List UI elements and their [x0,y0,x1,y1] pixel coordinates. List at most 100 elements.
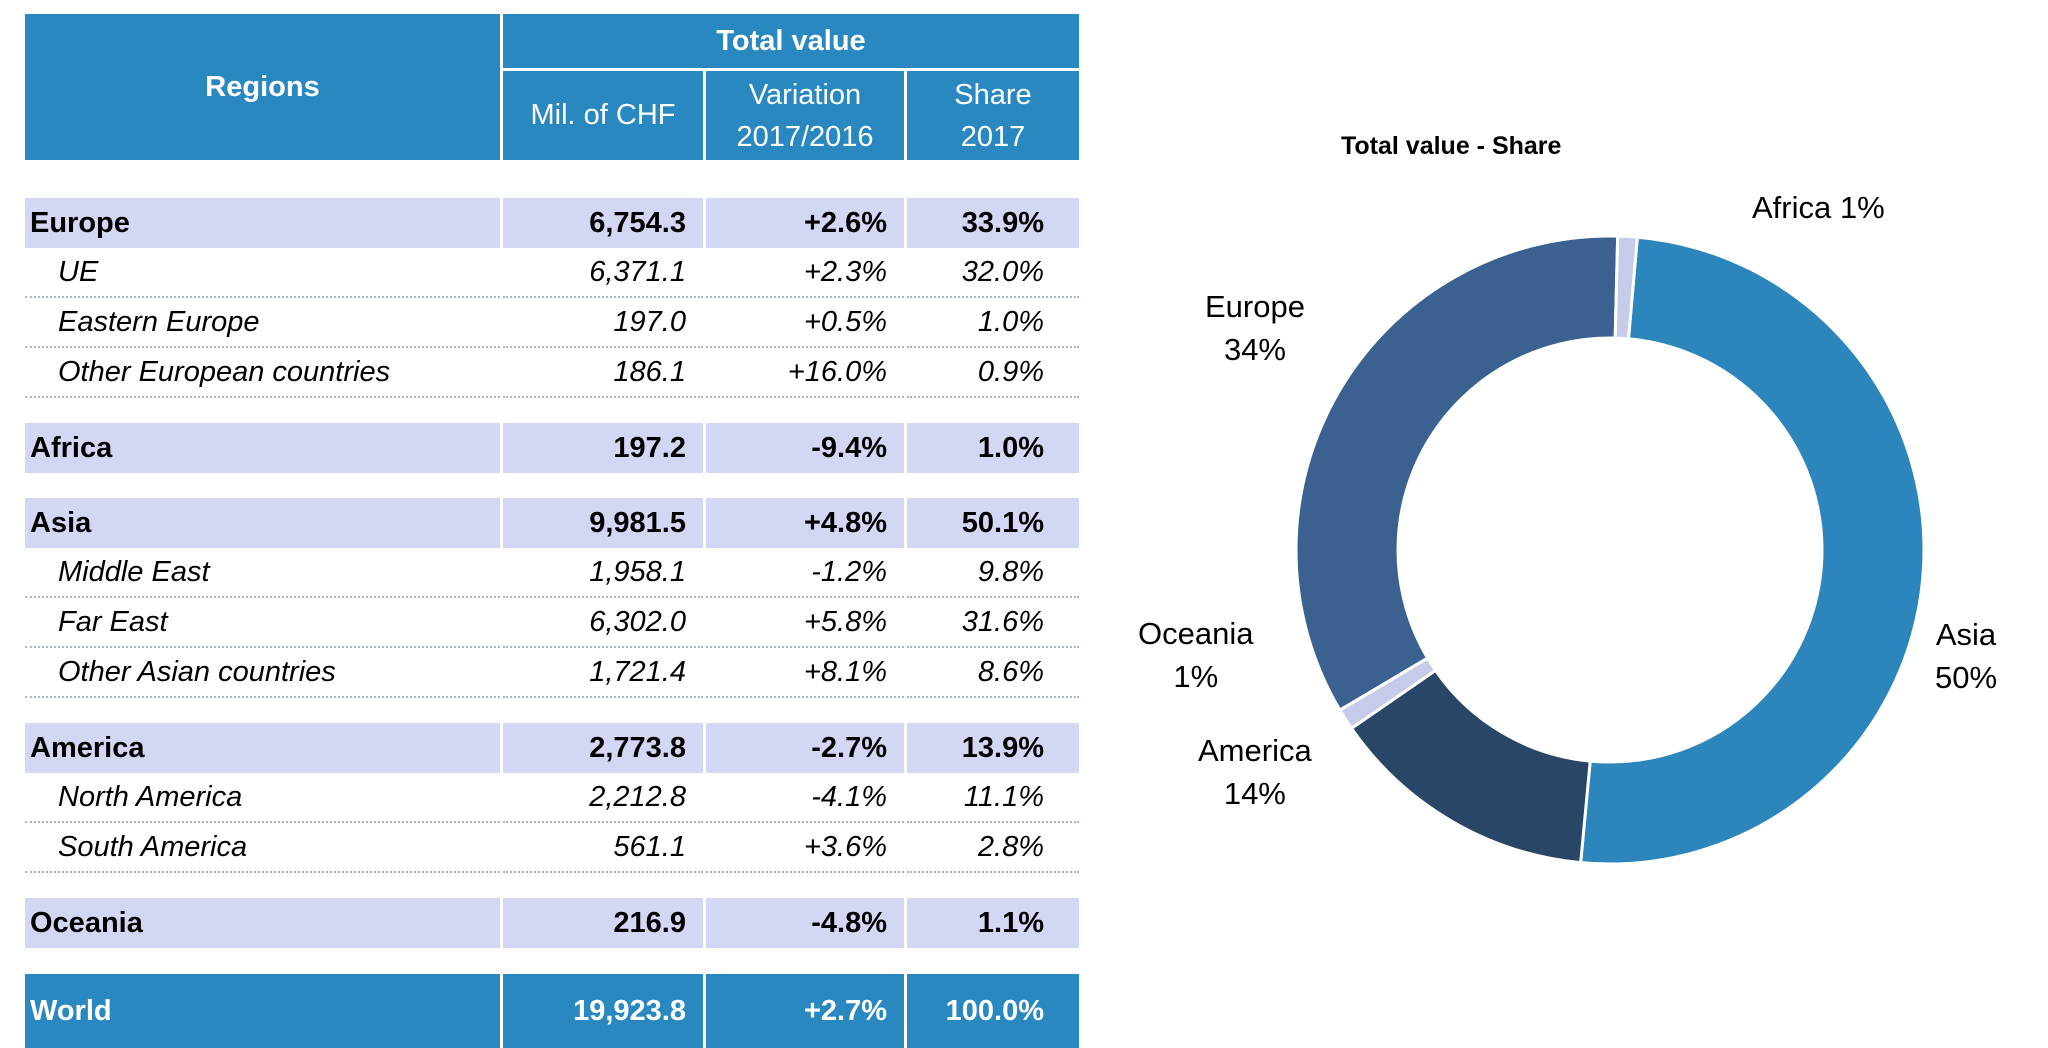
label-africa: Africa 1% [1752,186,1885,229]
share-cell: 31.6% [907,598,1079,648]
region-name: Oceania [25,898,500,948]
header-variation-line1: Variation [748,78,862,111]
table-subrow: South America 561.1 +3.6% 2.8% [25,823,1079,873]
table-subrow: Other European countries 186.1 +16.0% 0.9% [25,348,1079,398]
slice-asia [1579,235,1926,866]
table-subrow: Middle East 1,958.1 -1.2% 9.8% [25,548,1079,598]
region-name: Asia [25,498,500,548]
table-subrow: North America 2,212.8 -4.1% 11.1% [25,773,1079,823]
table-region-row: Europe 6,754.3 +2.6% 33.9% [25,198,1079,248]
label-europe-value: 34% [1223,332,1286,367]
value-mil-chf: 216.9 [503,898,703,948]
variation-cell: -4.1% [706,773,904,823]
header-share-line2: 2017 [960,120,1026,153]
value-mil-chf: 6,302.0 [503,598,703,648]
region-name: South America [25,823,500,873]
header-mil-chf: Mil. of CHF [503,71,703,160]
variation-cell: +3.6% [706,823,904,873]
value-mil-chf: 197.0 [503,298,703,348]
share-cell: 32.0% [907,248,1079,298]
label-asia: Asia 50% [1935,613,1997,699]
value-mil-chf: 1,721.4 [503,648,703,698]
share-cell: 1.0% [907,423,1079,473]
table-region-row: Africa 197.2 -9.4% 1.0% [25,423,1079,473]
header-total-value: Total value [503,14,1079,68]
chart-title: Total value - Share [1341,132,1562,160]
region-name: Far East [25,598,500,648]
value-mil-chf: 561.1 [503,823,703,873]
slice-africa [1613,234,1639,341]
value-mil-chf: 19,923.8 [503,974,703,1048]
column-separator [703,160,706,1048]
table-region-row: America 2,773.8 -2.7% 13.9% [25,723,1079,773]
share-cell: 50.1% [907,498,1079,548]
header-variation-line2: 2017/2016 [736,120,874,153]
region-name: UE [25,248,500,298]
share-cell: 8.6% [907,648,1079,698]
region-name: Africa [25,423,500,473]
value-mil-chf: 1,958.1 [503,548,703,598]
label-europe-name: Europe [1205,289,1305,324]
value-mil-chf: 6,754.3 [503,198,703,248]
variation-cell: +2.7% [706,974,904,1048]
label-asia-value: 50% [1935,660,1998,695]
variation-cell: +4.8% [706,498,904,548]
variation-cell: -1.2% [706,548,904,598]
value-mil-chf: 6,371.1 [503,248,703,298]
table-subrow: Other Asian countries 1,721.4 +8.1% 8.6% [25,648,1079,698]
region-name: Middle East [25,548,500,598]
header-variation: Variation 2017/2016 [706,71,904,160]
label-asia-name: Asia [1935,617,1997,652]
column-separator [500,160,503,1048]
value-mil-chf: 197.2 [503,423,703,473]
share-cell: 1.0% [907,298,1079,348]
table-region-row: Asia 9,981.5 +4.8% 50.1% [25,498,1079,548]
share-cell: 1.1% [907,898,1079,948]
donut-chart [1294,234,1926,866]
variation-cell: -9.4% [706,423,904,473]
region-name: America [25,723,500,773]
variation-cell: -4.8% [706,898,904,948]
share-cell: 0.9% [907,348,1079,398]
region-name: Eastern Europe [25,298,500,348]
share-cell: 13.9% [907,723,1079,773]
region-name: Other European countries [25,348,500,398]
table-subrow: UE 6,371.1 +2.3% 32.0% [25,248,1079,298]
label-oceania: Oceania 1% [1138,612,1253,698]
variation-cell: +2.6% [706,198,904,248]
value-mil-chf: 9,981.5 [503,498,703,548]
label-africa-name: Africa 1% [1752,190,1885,225]
variation-cell: +8.1% [706,648,904,698]
region-name: North America [25,773,500,823]
header-share: Share 2017 [907,71,1079,160]
table-region-row: Oceania 216.9 -4.8% 1.1% [25,898,1079,948]
header-share-line1: Share [954,78,1032,111]
variation-cell: +0.5% [706,298,904,348]
variation-cell: +2.3% [706,248,904,298]
table-subrow: Eastern Europe 197.0 +0.5% 1.0% [25,298,1079,348]
label-america-name: America [1198,733,1312,768]
table-total-row: World 19,923.8 +2.7% 100.0% [25,974,1079,1048]
label-oceania-value: 1% [1173,659,1219,694]
variation-cell: -2.7% [706,723,904,773]
value-mil-chf: 2,212.8 [503,773,703,823]
table-subrow: Far East 6,302.0 +5.8% 31.6% [25,598,1079,648]
value-mil-chf: 186.1 [503,348,703,398]
region-name: Other Asian countries [25,648,500,698]
label-america: America 14% [1198,729,1312,815]
label-europe: Europe 34% [1205,285,1305,371]
column-separator [904,160,907,1048]
share-cell: 100.0% [907,974,1079,1048]
region-name: World [25,974,500,1048]
variation-cell: +5.8% [706,598,904,648]
header-regions: Regions [25,14,500,160]
variation-cell: +16.0% [706,348,904,398]
share-cell: 33.9% [907,198,1079,248]
share-cell: 2.8% [907,823,1079,873]
label-oceania-name: Oceania [1138,616,1254,651]
label-america-value: 14% [1223,776,1286,811]
slice-europe [1294,234,1620,713]
share-cell: 11.1% [907,773,1079,823]
region-name: Europe [25,198,500,248]
value-mil-chf: 2,773.8 [503,723,703,773]
